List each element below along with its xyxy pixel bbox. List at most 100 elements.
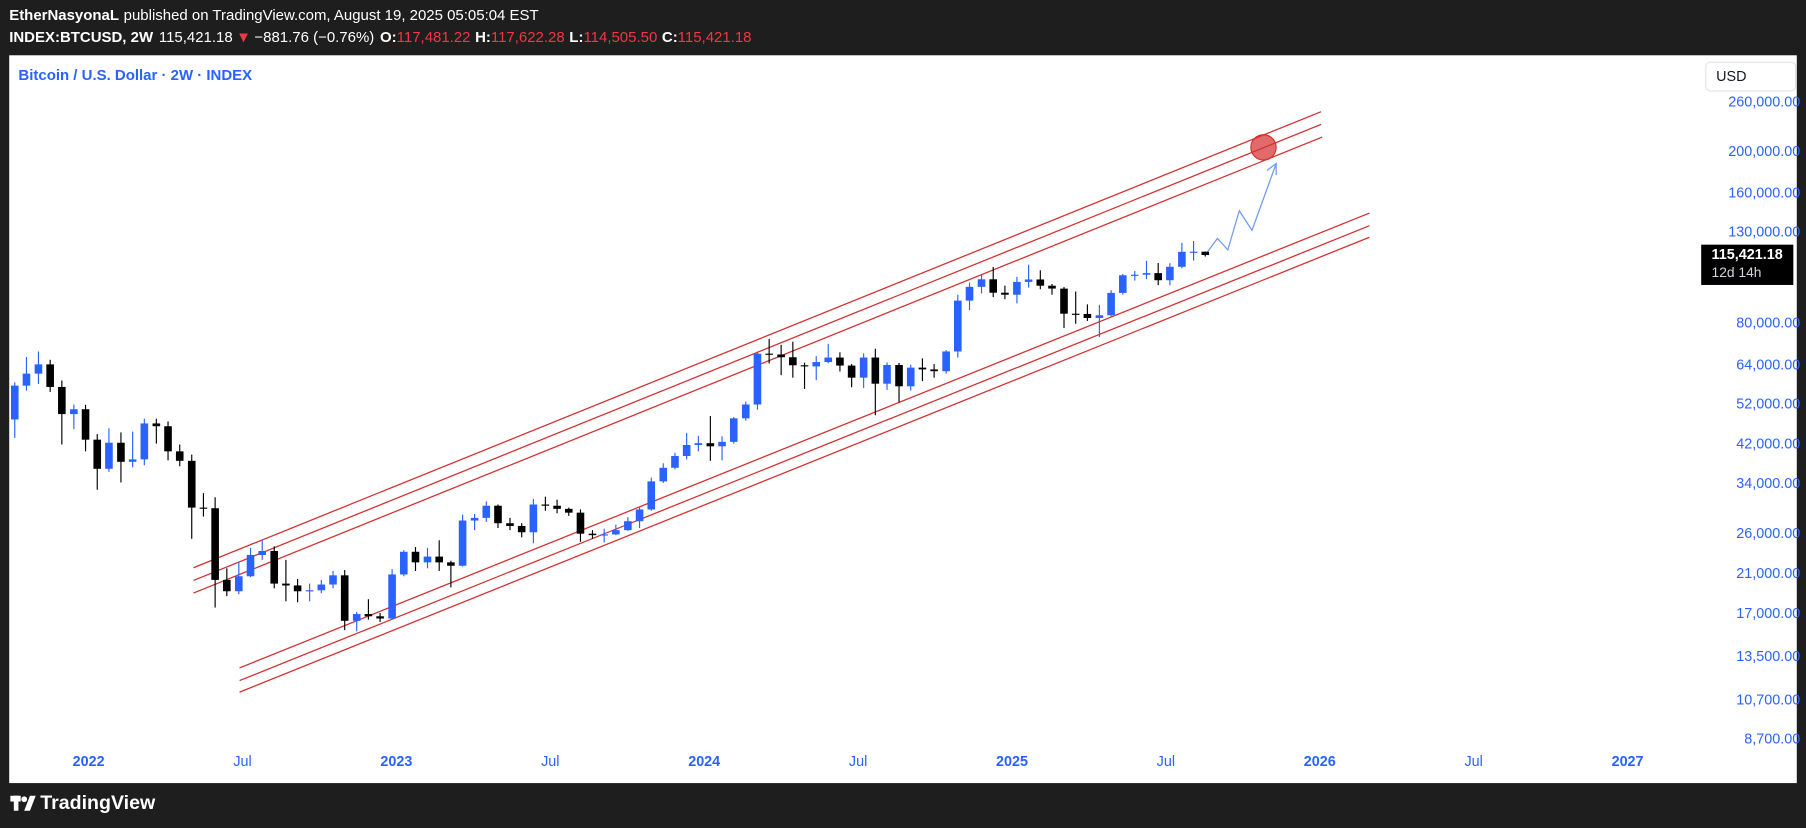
candle-body xyxy=(329,575,337,585)
y-tick-label: 160,000.00 xyxy=(1728,186,1800,202)
candle-body xyxy=(777,354,785,358)
candle-body xyxy=(482,505,491,518)
candle-body xyxy=(1036,279,1045,286)
x-tick-label: Jul xyxy=(541,754,559,770)
candle-body xyxy=(989,279,998,293)
candle-body xyxy=(211,508,219,580)
candle-body xyxy=(1013,281,1021,295)
candle-body xyxy=(906,367,915,387)
candle-body xyxy=(1178,251,1186,267)
candle-body xyxy=(187,460,196,508)
candle-body xyxy=(399,551,408,575)
x-tick-label: 2022 xyxy=(73,754,105,770)
candle-body xyxy=(175,451,184,461)
candle-body xyxy=(46,364,54,387)
y-tick-label: 26,000.00 xyxy=(1736,526,1800,542)
price-label: 115,421.18 xyxy=(1712,247,1783,263)
candle-body xyxy=(1060,288,1068,314)
candle-body xyxy=(1201,251,1210,256)
y-tick-label: 8,700.00 xyxy=(1744,731,1800,747)
candle-body xyxy=(541,504,550,506)
candle-body xyxy=(765,353,773,355)
candle-body xyxy=(270,550,279,584)
candle-body xyxy=(364,614,373,617)
open: 117,481.22 xyxy=(397,29,471,46)
logo xyxy=(10,795,36,811)
published: published on TradingView.com, August 19,… xyxy=(124,7,539,24)
low-label: L: xyxy=(569,29,583,46)
candle-body xyxy=(352,614,361,621)
candle-body xyxy=(718,441,726,447)
change-arrow: ▼ xyxy=(236,29,251,46)
y-tick-label: 34,000.00 xyxy=(1736,476,1800,492)
symbol: INDEX:BTCUSD, 2W xyxy=(9,29,154,46)
candle-body xyxy=(847,365,856,378)
candle-body xyxy=(659,467,668,482)
candle-body xyxy=(1024,279,1033,282)
y-tick-label: 17,000.00 xyxy=(1736,606,1800,622)
candle-body xyxy=(117,442,125,462)
candle-body xyxy=(789,357,797,366)
candle-body xyxy=(576,512,585,534)
author: EtherNasyonaL xyxy=(9,7,119,24)
countdown: 12d 14h xyxy=(1712,264,1762,280)
high: 117,622.28 xyxy=(491,29,565,46)
y-tick-label: 21,000.00 xyxy=(1736,566,1800,582)
candle-body xyxy=(258,550,267,555)
channel-line xyxy=(239,236,1370,693)
open-label: O: xyxy=(380,29,397,46)
x-tick-label: Jul xyxy=(1157,754,1175,770)
candle-body xyxy=(223,579,231,592)
candle-body xyxy=(140,423,149,460)
y-tick-label: 10,700.00 xyxy=(1736,693,1800,709)
logo-stem xyxy=(13,795,19,811)
candle-body xyxy=(1048,285,1056,289)
chart-title: Bitcoin / U.S. Dollar · 2W · INDEX xyxy=(18,67,252,84)
candle-body xyxy=(22,373,31,386)
candle-body xyxy=(612,530,620,535)
candle-body xyxy=(812,362,821,367)
y-tick-label: 13,500.00 xyxy=(1736,649,1800,665)
candle-body xyxy=(376,616,384,619)
candle-body xyxy=(741,404,750,419)
x-tick-label: 2024 xyxy=(688,754,720,770)
candle-body xyxy=(1142,273,1151,275)
candle-body xyxy=(517,525,526,533)
brand: TradingView xyxy=(40,792,156,814)
candle-body xyxy=(1095,315,1104,318)
candle-body xyxy=(164,426,172,452)
close-label: C: xyxy=(662,29,678,46)
candle-body xyxy=(58,386,66,415)
candle-body xyxy=(1154,273,1162,281)
candle-body xyxy=(859,357,868,378)
last-price: 115,421.18 xyxy=(159,29,233,46)
candle-body xyxy=(423,556,432,563)
candle-body xyxy=(682,444,691,457)
candle-body xyxy=(895,364,903,387)
x-tick-label: 2027 xyxy=(1612,754,1644,770)
candle-body xyxy=(70,409,78,415)
projection-arrowhead xyxy=(1266,162,1277,176)
candle-body xyxy=(600,534,608,536)
candle-body xyxy=(694,443,703,445)
candle-body xyxy=(199,507,208,509)
candle-body xyxy=(293,585,302,592)
candle-body xyxy=(883,364,891,384)
currency-button[interactable] xyxy=(1705,61,1797,92)
close: 115,421.18 xyxy=(678,29,752,46)
candle-body xyxy=(1107,292,1115,316)
candle-body xyxy=(836,357,844,366)
candle-body xyxy=(388,574,396,619)
candle-body xyxy=(152,423,161,427)
candle-body xyxy=(1001,292,1009,295)
candle-body xyxy=(128,459,137,462)
projection-path xyxy=(1204,163,1277,257)
y-tick-label: 80,000.00 xyxy=(1736,316,1800,332)
y-tick-label: 42,000.00 xyxy=(1736,436,1800,452)
x-tick-label: Jul xyxy=(233,754,251,770)
candle-body xyxy=(81,409,90,440)
x-tick-label: Jul xyxy=(1464,754,1482,770)
x-tick-label: 2023 xyxy=(380,754,412,770)
channel-line xyxy=(193,111,1322,569)
candle-body xyxy=(930,369,938,372)
